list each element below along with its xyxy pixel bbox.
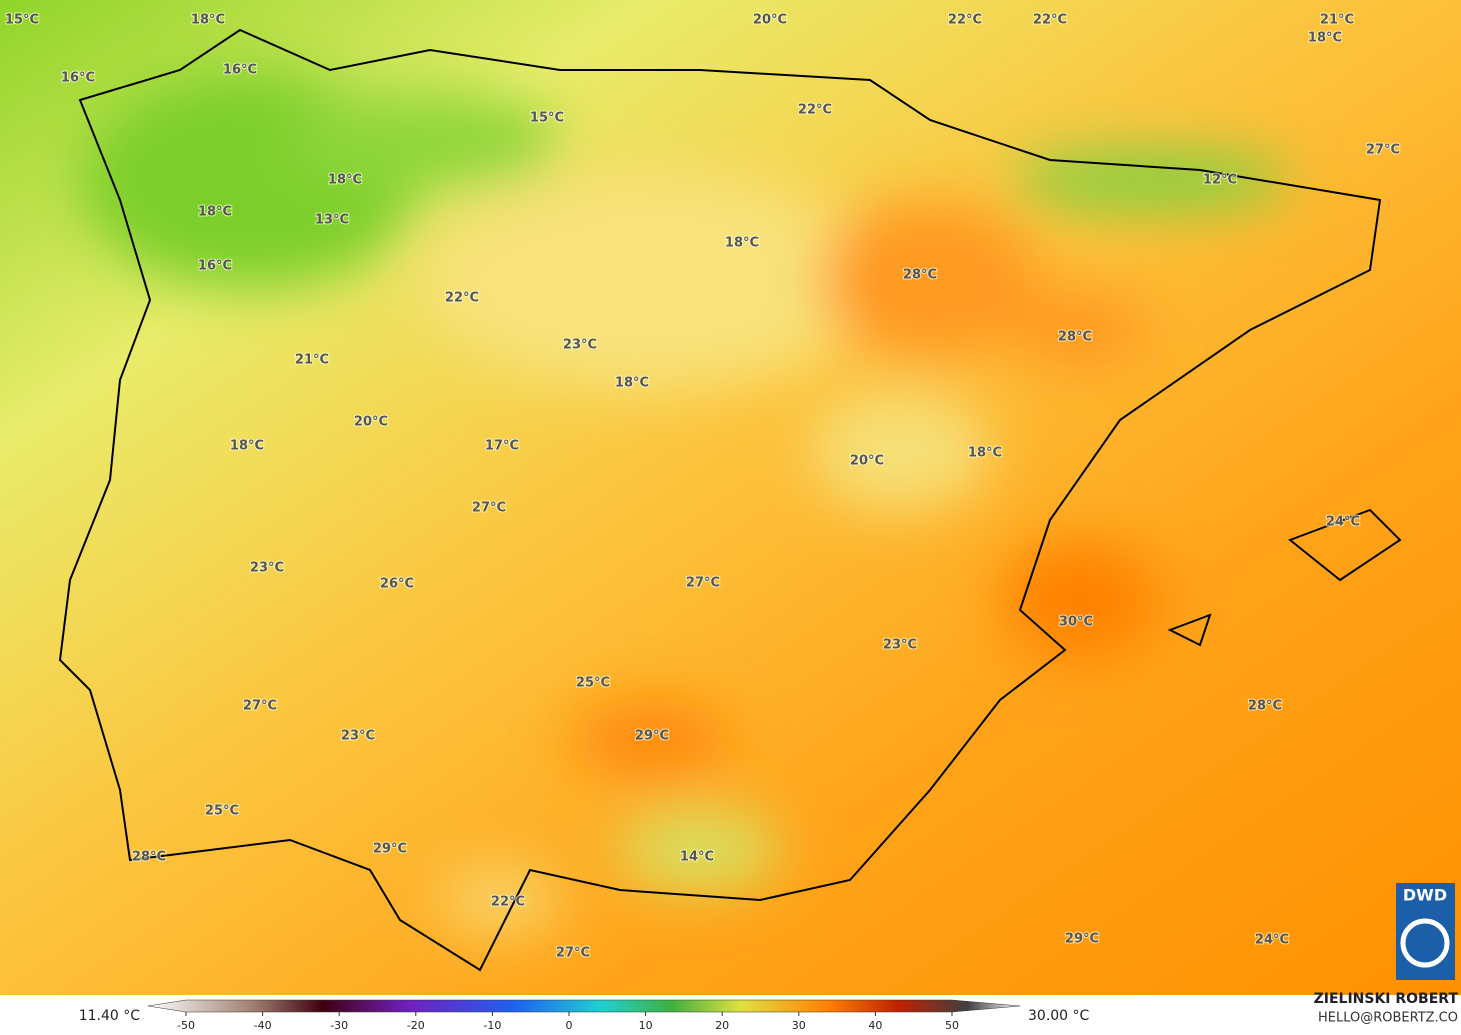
- temperature-label: 29°C: [1065, 932, 1099, 947]
- colorbar-tick-label: -10: [483, 1019, 501, 1032]
- islands: [1167, 508, 1402, 647]
- colorbar-tick-label: -50: [177, 1019, 195, 1032]
- legend-max: 30.00 °C: [1028, 1008, 1090, 1024]
- temperature-label: 23°C: [341, 729, 375, 744]
- temperature-label: 18°C: [725, 236, 759, 251]
- temperature-label: 18°C: [198, 205, 232, 220]
- legend-min: 11.40 °C: [79, 1008, 141, 1024]
- temperature-field: [80, 70, 1290, 930]
- temperature-label: 22°C: [445, 291, 479, 306]
- colorbar-tick-label: 30: [792, 1019, 806, 1032]
- coastline: [58, 28, 1382, 972]
- colorbar-tick-label: -40: [254, 1019, 272, 1032]
- temperature-label: 15°C: [5, 13, 39, 28]
- temperature-label: 22°C: [491, 895, 525, 910]
- temperature-label: 23°C: [250, 561, 284, 576]
- temperature-label: 25°C: [576, 676, 610, 691]
- temperature-label: 15°C: [530, 111, 564, 126]
- temperature-label: 18°C: [191, 13, 225, 28]
- author: ZIELINSKI ROBERT: [1314, 991, 1459, 1007]
- temperature-label: 18°C: [230, 439, 264, 454]
- temperature-label: 27°C: [556, 946, 590, 961]
- temperature-label: 28°C: [1248, 699, 1282, 714]
- temperature-label: 17°C: [485, 439, 519, 454]
- temperature-label: 27°C: [243, 699, 277, 714]
- temperature-label: 30°C: [1059, 615, 1093, 630]
- temperature-label: 20°C: [753, 13, 787, 28]
- temperature-label: 21°C: [295, 353, 329, 368]
- temperature-label: 18°C: [615, 376, 649, 391]
- temperature-label: 21°C: [1320, 13, 1354, 28]
- temperature-label: 26°C: [380, 577, 414, 592]
- colorbar-tick-label: 0: [566, 1019, 573, 1032]
- temperature-label: 27°C: [686, 576, 720, 591]
- temperature-label: 22°C: [948, 13, 982, 28]
- temperature-label: 23°C: [563, 338, 597, 353]
- temperature-label: 18°C: [1308, 31, 1342, 46]
- colorbar-tick-label: -20: [407, 1019, 425, 1032]
- colorbar-tick-label: 50: [945, 1019, 959, 1032]
- temperature-label: 18°C: [328, 173, 362, 188]
- temperature-label: 24°C: [1255, 933, 1289, 948]
- temperature-label: 28°C: [1058, 330, 1092, 345]
- temperature-label: 29°C: [635, 729, 669, 744]
- temperature-label: 24°C: [1326, 515, 1360, 530]
- colorbar: [147, 999, 1021, 1013]
- temperature-label: 20°C: [850, 454, 884, 469]
- logo: DWD: [1403, 886, 1447, 905]
- temperature-label: 28°C: [132, 850, 166, 865]
- temperature-label: 25°C: [205, 804, 239, 819]
- temperature-label: 12°C: [1203, 173, 1237, 188]
- temperature-label: 22°C: [1033, 13, 1067, 28]
- temperature-label: 29°C: [373, 842, 407, 857]
- temperature-label: 23°C: [883, 638, 917, 653]
- temperature-label: 16°C: [61, 71, 95, 86]
- temperature-label: 27°C: [472, 501, 506, 516]
- temperature-label: 16°C: [198, 259, 232, 274]
- temperature-label: 27°C: [1366, 143, 1400, 158]
- temperature-label: 14°C: [680, 850, 714, 865]
- temperature-label: 22°C: [798, 103, 832, 118]
- temperature-label: 18°C: [968, 446, 1002, 461]
- logo-swirl: [1400, 918, 1450, 968]
- contact: HELLO@ROBERTZ.CO: [1318, 1011, 1458, 1026]
- temperature-label: 28°C: [903, 268, 937, 283]
- temperature-label: 20°C: [354, 415, 388, 430]
- colorbar-tick-label: 20: [715, 1019, 729, 1032]
- colorbar-tick-label: -30: [330, 1019, 348, 1032]
- colorbar-tick-label: 40: [868, 1019, 882, 1032]
- temperature-label: 13°C: [315, 213, 349, 228]
- colorbar-tick-label: 10: [639, 1019, 653, 1032]
- temperature-label: 16°C: [223, 63, 257, 78]
